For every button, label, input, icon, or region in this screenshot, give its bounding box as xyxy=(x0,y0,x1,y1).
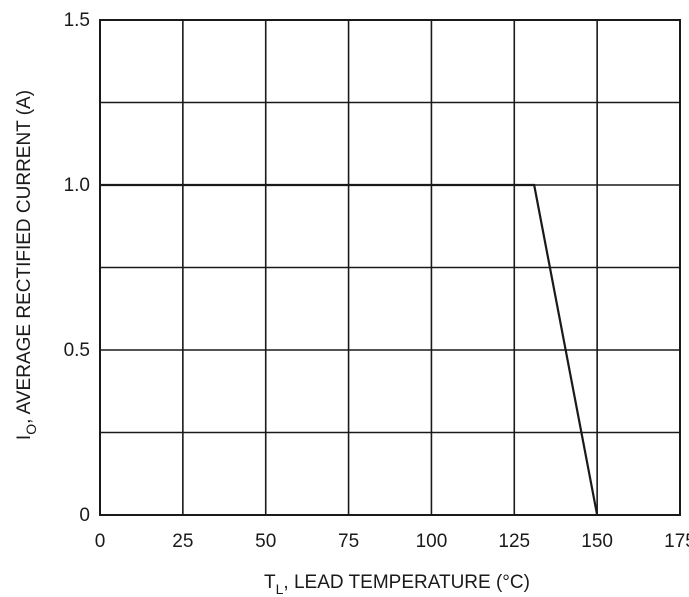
x-tick-label: 75 xyxy=(338,531,359,552)
y-tick-label: 0 xyxy=(79,505,90,526)
x-axis-label: TL, LEAD TEMPERATURE (°C) xyxy=(264,572,530,597)
x-tick-label: 100 xyxy=(416,531,448,552)
y-tick-label: 1.5 xyxy=(64,10,90,31)
x-tick-label: 150 xyxy=(581,531,613,552)
y-tick-labels: 0 0.5 1.0 1.5 xyxy=(64,10,90,526)
x-tick-label: 25 xyxy=(172,531,193,552)
x-tick-label: 175 xyxy=(664,531,689,552)
series-layer xyxy=(100,183,599,516)
x-tick-label: 50 xyxy=(255,531,276,552)
y-tick-label: 0.5 xyxy=(64,340,90,361)
x-tick-label: 0 xyxy=(95,531,106,552)
y-axis-label: IO, AVERAGE RECTIFIED CURRENT (A) xyxy=(14,90,39,440)
plot-frame xyxy=(99,19,681,516)
y-tick-label: 1.0 xyxy=(64,175,90,196)
derating-curve xyxy=(100,183,599,516)
grid-layer xyxy=(100,20,680,515)
x-tick-labels: 0 25 50 75 100 125 150 175 xyxy=(95,531,689,552)
x-tick-label: 125 xyxy=(498,531,530,552)
